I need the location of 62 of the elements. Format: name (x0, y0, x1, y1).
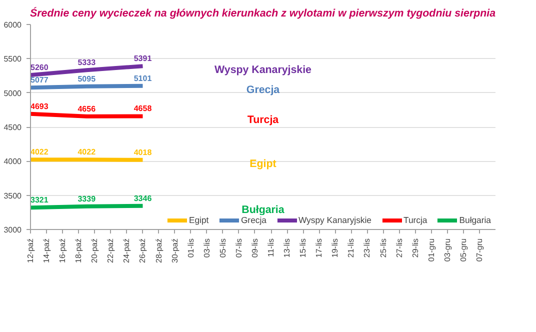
text: Egipt (250, 158, 276, 170)
x-tick-label: 05-lis (218, 238, 228, 258)
text: Bułgaria (242, 204, 284, 216)
y-tick-label: 6000 (4, 20, 22, 30)
x-tick-label: 03-gru (442, 238, 452, 262)
x-tick-label: 12-paź (26, 238, 35, 263)
legend-label: Grecja (240, 215, 266, 225)
x-tick-label: 07-gru (474, 238, 484, 262)
x-tick-label: 07-lis (234, 238, 244, 258)
data-label: 3339 (78, 194, 96, 204)
data-label: 3321 (30, 196, 49, 205)
x-tick-label: 01-lis (186, 238, 196, 258)
text: Wyspy Kanaryjskie (214, 64, 312, 76)
x-tick-label: 19-lis (330, 238, 340, 258)
text: Grecja (246, 84, 280, 96)
data-label: 4693 (30, 102, 49, 111)
data-label: 5077 (30, 76, 49, 85)
x-tick-label: 11-lis (266, 238, 276, 258)
x-tick-label: 13-lis (282, 238, 292, 258)
y-tick-label: 3500 (4, 191, 22, 200)
legend-label: Turcja (404, 215, 428, 225)
x-tick-label: 30-paź (170, 238, 180, 263)
text: Turcja (247, 114, 279, 126)
x-tick-label: 09-lis (250, 238, 260, 258)
data-label: 4022 (30, 148, 49, 157)
x-tick-label: 27-lis (394, 238, 404, 258)
x-tick-label: 25-lis (378, 238, 388, 258)
y-tick-label: 5000 (4, 88, 22, 98)
x-tick-label: 28-paź (154, 238, 164, 263)
x-tick-label: 01-gru (426, 238, 436, 262)
x-tick-label: 05-gru (458, 238, 468, 262)
data-label: 5101 (134, 74, 152, 83)
x-tick-label: 29-lis (410, 238, 420, 258)
x-tick-label: 18-paź (74, 238, 84, 263)
x-tick-label: 14-paź (42, 238, 52, 263)
x-tick-label: 22-paź (106, 238, 116, 263)
x-tick-label: 21-lis (346, 238, 356, 258)
y-tick-label: 4500 (4, 123, 22, 132)
x-tick-label: 03-lis (202, 238, 212, 258)
data-label: 5260 (30, 63, 49, 72)
y-tick-label: 4000 (4, 157, 22, 166)
data-label: 3346 (134, 194, 152, 203)
data-label: 4022 (78, 148, 96, 157)
legend-label: Bułgaria (459, 215, 491, 225)
legend-label: Wyspy Kanaryjskie (298, 215, 372, 225)
x-tick-label: 15-lis (298, 238, 308, 258)
x-tick-label: 23-lis (362, 238, 372, 258)
y-tick-label: 5500 (4, 54, 22, 64)
data-label: 4656 (78, 104, 96, 114)
x-tick-label: 26-paź (138, 238, 148, 263)
data-label: 4658 (134, 104, 152, 114)
x-tick-label: 16-paź (58, 238, 68, 263)
chart-title: Średnie ceny wycieczek na głównych kierunkach z wylotami w pierwszym tygodniu sierpnia (30, 6, 496, 20)
data-label: 5095 (78, 74, 96, 84)
data-label: 5333 (78, 58, 96, 68)
y-tick-label: 3000 (4, 226, 22, 234)
data-label: 5391 (134, 54, 152, 64)
x-tick-label: 17-lis (314, 238, 324, 258)
data-label: 4018 (134, 148, 152, 157)
x-tick-label: 24-paź (122, 238, 132, 263)
x-tick-label: 20-paź (90, 238, 100, 263)
legend-label: Egipt (188, 215, 209, 225)
